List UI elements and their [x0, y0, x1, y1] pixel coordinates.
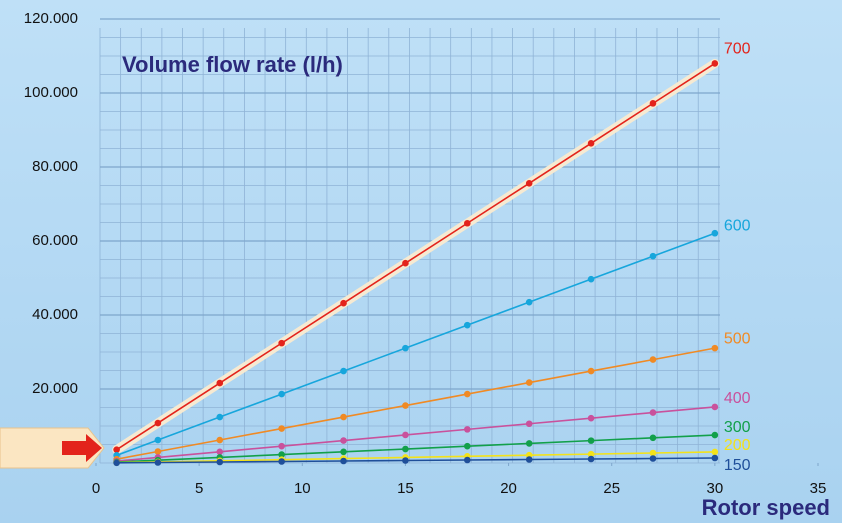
data-point: [464, 442, 471, 450]
data-point: [402, 445, 409, 453]
series-label: 500: [724, 330, 751, 347]
data-point: [278, 425, 285, 432]
data-point: [464, 426, 471, 433]
data-point: [464, 321, 471, 329]
x-tick-label: 5: [195, 480, 203, 497]
data-point: [216, 448, 224, 456]
x-axis-label: Rotor speed: [702, 495, 830, 520]
data-point: [711, 403, 719, 411]
data-point: [525, 379, 533, 386]
data-point: [340, 457, 347, 465]
data-point: [216, 436, 224, 444]
data-point: [216, 379, 224, 387]
data-point: [340, 299, 347, 307]
data-point: [587, 367, 595, 375]
y-tick-label: 100.000: [24, 84, 78, 101]
input-box: [0, 427, 105, 469]
x-tick-label: 20: [500, 480, 517, 497]
data-point: [649, 356, 657, 363]
x-tick-label: 15: [397, 480, 414, 497]
data-point: [587, 450, 595, 458]
x-tick-label: 35: [810, 480, 827, 497]
data-point: [649, 100, 657, 107]
data-point: [113, 459, 120, 467]
y-tick-label: 120.000: [24, 10, 78, 27]
data-point: [340, 367, 347, 375]
data-point: [587, 275, 595, 283]
data-point: [525, 440, 533, 447]
data-point: [340, 448, 347, 456]
data-point: [278, 442, 285, 450]
arrow: [62, 434, 102, 462]
series-label: 700: [724, 41, 751, 58]
y-tick-label: 20.000: [32, 380, 78, 397]
data-point: [525, 179, 533, 187]
data-point: [464, 456, 471, 464]
data-point: [402, 402, 409, 409]
x-tick-label: 10: [294, 480, 311, 497]
y-tick-label: 80.000: [32, 158, 78, 175]
data-point: [525, 420, 533, 428]
data-point: [649, 455, 657, 462]
grid: [95, 18, 819, 466]
data-point: [402, 457, 409, 464]
data-point: [587, 140, 595, 147]
data-point: [649, 409, 657, 416]
series-label: 600: [724, 217, 751, 234]
plot: [112, 58, 720, 467]
data-point: [154, 436, 162, 444]
x-tick-label: 25: [603, 480, 620, 497]
x-tick-label: 30: [707, 480, 724, 497]
data-point: [340, 437, 347, 444]
series-label: 200: [724, 437, 751, 454]
x-tick-label: 0: [92, 480, 100, 497]
data-point: [711, 454, 719, 462]
data-point: [711, 229, 719, 237]
data-point: [278, 458, 285, 465]
data-point: [402, 259, 409, 267]
series-label: 150: [724, 457, 751, 474]
data-point: [587, 414, 595, 422]
data-point: [278, 451, 285, 458]
data-point: [216, 458, 224, 466]
data-point: [587, 437, 595, 444]
data-point: [464, 390, 471, 398]
data-point: [402, 344, 409, 352]
data-point: [711, 344, 719, 352]
data-point: [649, 434, 657, 442]
y-tick-label: 60.000: [32, 232, 78, 249]
data-point: [278, 390, 285, 398]
data-point: [402, 431, 409, 439]
data-point: [154, 459, 162, 466]
data-point: [464, 219, 471, 227]
data-point: [154, 419, 162, 427]
data-point: [278, 339, 285, 347]
data-point: [711, 448, 719, 456]
data-point: [649, 449, 657, 457]
data-point: [340, 413, 347, 421]
data-point: [711, 60, 719, 67]
data-point: [525, 298, 533, 306]
y-tick-label: 40.000: [32, 306, 78, 323]
data-point: [113, 446, 120, 453]
series-label: 300: [724, 419, 751, 436]
data-point: [649, 252, 657, 260]
data-point: [154, 448, 162, 455]
series-label: 400: [724, 390, 751, 407]
data-point: [525, 456, 533, 463]
data-point: [587, 455, 595, 463]
data-point: [216, 413, 224, 421]
chart-title: Volume flow rate (l/h): [122, 52, 343, 77]
data-point: [711, 431, 719, 439]
